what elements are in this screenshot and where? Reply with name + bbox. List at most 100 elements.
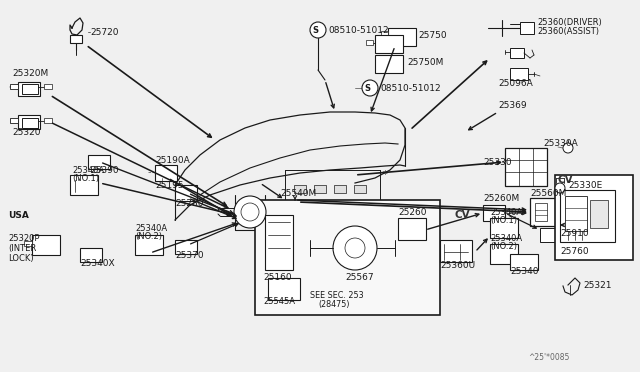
Bar — [330, 205, 355, 220]
Bar — [32, 235, 60, 255]
Text: 25330: 25330 — [483, 157, 511, 167]
Circle shape — [333, 226, 377, 270]
Bar — [10, 118, 18, 123]
Bar — [535, 203, 547, 221]
Text: S: S — [312, 26, 318, 35]
Text: (NO.1): (NO.1) — [490, 215, 517, 224]
Bar — [565, 196, 587, 231]
Bar — [268, 278, 300, 300]
Text: 25750M: 25750M — [407, 58, 444, 67]
Text: 25160: 25160 — [263, 273, 292, 282]
Bar — [398, 218, 426, 240]
Text: 25340A: 25340A — [135, 224, 167, 232]
Bar — [440, 240, 472, 262]
Bar — [155, 165, 177, 181]
Bar — [135, 235, 163, 255]
Text: 25360(ASSIST): 25360(ASSIST) — [537, 26, 599, 35]
Text: 25320P: 25320P — [8, 234, 40, 243]
Text: 25760: 25760 — [560, 247, 589, 257]
Bar — [366, 40, 373, 45]
Text: 25260: 25260 — [398, 208, 426, 217]
Circle shape — [234, 196, 266, 228]
Bar — [295, 222, 355, 228]
Text: ^25'*0085: ^25'*0085 — [528, 353, 570, 362]
Bar — [505, 148, 547, 186]
Circle shape — [345, 238, 365, 258]
Text: 25750: 25750 — [418, 31, 447, 39]
Text: 25540M: 25540M — [280, 189, 316, 198]
Text: 25340A: 25340A — [490, 234, 522, 243]
Circle shape — [241, 203, 259, 221]
Bar — [70, 175, 98, 195]
Text: 25720: 25720 — [90, 28, 118, 36]
Text: LOCK): LOCK) — [8, 253, 34, 263]
Bar — [295, 205, 320, 220]
Bar — [354, 185, 366, 193]
Bar — [375, 55, 403, 73]
Bar — [381, 31, 388, 36]
Text: (NO.2): (NO.2) — [135, 231, 162, 241]
Text: 25360(DRIVER): 25360(DRIVER) — [537, 17, 602, 26]
Text: CV: CV — [558, 175, 573, 185]
Text: 25910: 25910 — [560, 228, 589, 237]
Text: 25330A: 25330A — [543, 138, 578, 148]
Bar — [18, 115, 40, 129]
Text: 25330E: 25330E — [568, 180, 602, 189]
Text: 25560M: 25560M — [530, 189, 566, 198]
Text: (28475): (28475) — [318, 301, 349, 310]
Circle shape — [310, 22, 326, 38]
Bar — [22, 84, 38, 94]
Bar — [530, 198, 565, 226]
Bar — [314, 185, 326, 193]
Text: 25280: 25280 — [175, 199, 204, 208]
Text: SEE SEC. 253: SEE SEC. 253 — [310, 291, 364, 299]
Bar — [560, 190, 615, 242]
Bar — [175, 185, 197, 201]
Bar — [44, 84, 52, 89]
Text: 08510-51012: 08510-51012 — [380, 83, 440, 93]
Bar — [388, 28, 416, 46]
Text: (NO.1): (NO.1) — [72, 173, 99, 183]
Text: USA: USA — [8, 211, 29, 219]
Text: 25096A: 25096A — [498, 78, 532, 87]
Text: (INTER: (INTER — [8, 244, 36, 253]
Circle shape — [555, 183, 565, 193]
Text: 25190A: 25190A — [155, 155, 189, 164]
Bar — [375, 35, 403, 53]
Bar — [22, 118, 38, 128]
Bar — [510, 68, 528, 80]
Bar — [555, 175, 633, 260]
Bar — [590, 200, 608, 228]
Text: 25370: 25370 — [175, 251, 204, 260]
Text: 25195: 25195 — [155, 180, 184, 189]
Circle shape — [563, 143, 573, 153]
Bar — [265, 215, 293, 270]
Bar — [70, 35, 82, 43]
Bar — [80, 248, 102, 262]
Text: 25320M: 25320M — [12, 68, 48, 77]
Bar — [540, 228, 558, 242]
Bar — [334, 185, 346, 193]
Text: CV: CV — [455, 210, 470, 220]
Bar — [490, 244, 518, 264]
Bar — [490, 218, 518, 238]
Bar — [294, 185, 306, 193]
Text: 25360U: 25360U — [440, 260, 475, 269]
Bar — [88, 155, 110, 169]
Bar — [18, 82, 40, 96]
Text: S: S — [364, 83, 370, 93]
Text: *: * — [383, 170, 387, 180]
Bar — [510, 48, 524, 58]
Text: 25260M: 25260M — [483, 193, 519, 202]
Text: 25567: 25567 — [345, 273, 374, 282]
Text: 25369: 25369 — [498, 100, 527, 109]
Bar — [510, 254, 538, 270]
Text: 08510-51012: 08510-51012 — [328, 26, 388, 35]
Text: 25321: 25321 — [583, 280, 611, 289]
Text: 25320: 25320 — [12, 128, 40, 137]
Bar — [255, 200, 440, 315]
Bar — [44, 118, 52, 123]
Bar — [175, 240, 197, 254]
Bar — [483, 205, 505, 221]
Text: 25340X: 25340X — [80, 260, 115, 269]
